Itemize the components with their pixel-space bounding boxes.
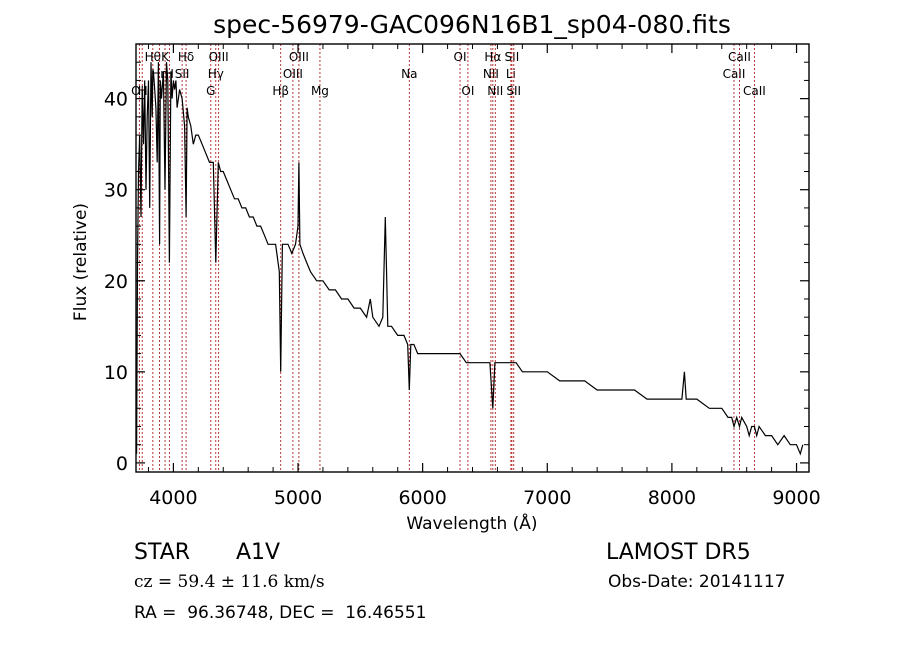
line-label-14: Mg (311, 84, 329, 98)
line-label-12: OIII (283, 67, 303, 81)
line-label-7: Hδ (178, 50, 194, 64)
object-class: STAR (134, 540, 191, 565)
line-label-26: CaII (743, 84, 766, 98)
line-label-19: Hα (484, 50, 501, 64)
line-label-21: Li (506, 67, 516, 81)
x-tick-label-1: 5000 (274, 487, 322, 509)
observation-date: Obs-Date: 20141117 (608, 572, 786, 592)
y-tick-label-3: 30 (104, 180, 128, 202)
axis-ticks: 4000 5000 6000 7000 8000 9000 0 10 20 30 40 (104, 44, 821, 509)
y-axis-label: Flux (relative) (71, 203, 91, 321)
line-label-9: Hγ (208, 67, 224, 81)
line-label-0: OII (131, 84, 148, 98)
redshift-cz: cz = 59.4 ± 11.6 km/s (134, 572, 325, 592)
x-tick-label-3: 7000 (523, 487, 571, 509)
line-label-8: G (206, 84, 215, 98)
x-tick-label-4: 8000 (648, 487, 696, 509)
line-label-22: SII (505, 50, 520, 64)
line-label-11: Hβ (272, 84, 289, 98)
line-label-10: OIII (209, 50, 229, 64)
x-tick-label-5: 9000 (772, 487, 820, 509)
y-tick-label-2: 20 (104, 271, 128, 293)
x-axis-label: Wavelength (Å) (406, 512, 537, 534)
line-label-2: Hθ (145, 50, 161, 64)
y-tick-label-1: 10 (104, 362, 128, 384)
line-label-18: NII (483, 67, 499, 81)
x-tick-label-0: 4000 (149, 487, 197, 509)
x-tick-label-2: 6000 (398, 487, 446, 509)
line-label-6: SII (175, 67, 190, 81)
survey-label: LAMOST DR5 (606, 540, 751, 565)
y-tick-label-0: 0 (116, 453, 128, 475)
line-label-4: K (161, 50, 170, 64)
coordinates-ra-dec: RA = 96.36748, DEC = 16.46551 (134, 603, 427, 623)
line-label-23: SII (506, 84, 521, 98)
chart-title: spec-56979-GAC096N16B1_sp04-080.fits (213, 10, 731, 39)
line-label-17: OI (461, 84, 474, 98)
line-label-5: H (165, 67, 174, 81)
object-subclass: A1V (236, 540, 281, 565)
line-label-15: Na (401, 67, 417, 81)
y-tick-label-4: 40 (104, 89, 128, 111)
line-label-13: OIII (289, 50, 309, 64)
spectrum-line (136, 62, 804, 456)
line-label-16: OI (454, 50, 467, 64)
line-label-20: NII (487, 84, 503, 98)
line-label-25: CaII (728, 50, 751, 64)
line-label-24: CaII (723, 67, 746, 81)
